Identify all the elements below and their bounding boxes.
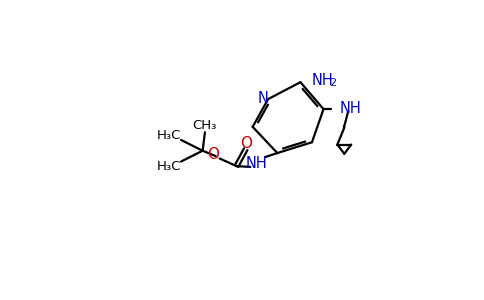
Text: O: O bbox=[241, 136, 253, 151]
Text: N: N bbox=[258, 91, 269, 106]
Text: NH: NH bbox=[311, 73, 333, 88]
Text: NH: NH bbox=[246, 155, 267, 170]
Text: H₃C: H₃C bbox=[156, 160, 181, 172]
Text: O: O bbox=[208, 147, 219, 162]
Text: NH: NH bbox=[340, 101, 362, 116]
Text: H₃C: H₃C bbox=[156, 129, 181, 142]
Text: CH₃: CH₃ bbox=[193, 119, 217, 132]
Text: 2: 2 bbox=[329, 78, 336, 88]
